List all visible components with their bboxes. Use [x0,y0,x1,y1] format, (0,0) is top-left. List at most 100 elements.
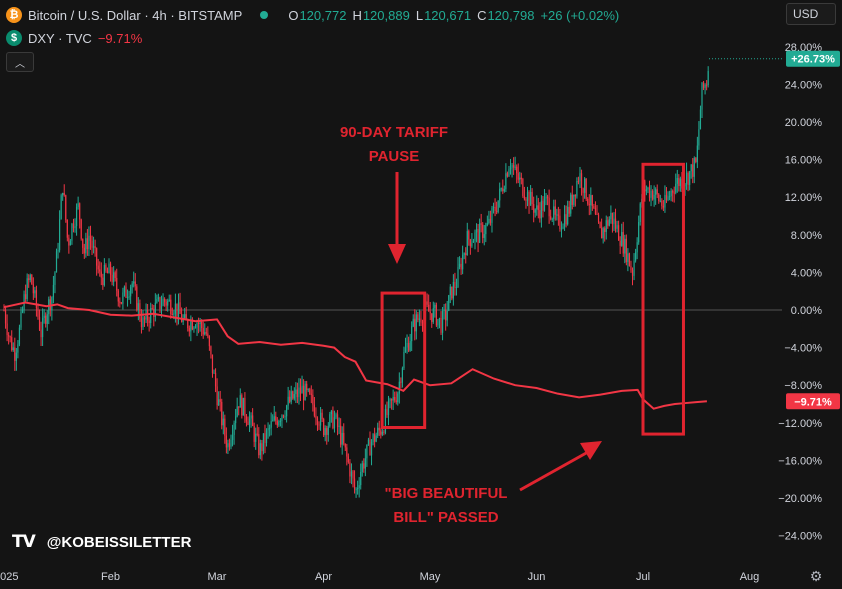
btc-candle [326,428,328,435]
bitcoin-icon: ₿ [6,7,22,23]
btc-candle [557,214,559,216]
btc-candle [695,158,697,162]
btc-candle [100,271,102,278]
btc-candle [57,250,59,252]
btc-candle [211,354,214,374]
btc-candle [638,221,640,243]
btc-candle [483,234,485,238]
btc-candle [77,203,79,207]
btc-candle [525,199,527,201]
btc-candle [681,178,683,189]
btc-candle [282,415,285,417]
currency-selector[interactable]: USD [786,3,836,25]
btc-candle [194,327,197,329]
btc-candle [37,307,39,318]
btc-candle [347,456,349,463]
btc-candle [352,471,354,479]
btc-candle [648,187,651,198]
btc-candle [539,210,541,219]
btc-candle [106,270,109,274]
btc-candle [310,393,312,395]
btc-candle [176,303,178,317]
btc-candle [230,439,232,447]
btc-candle [222,418,224,426]
btc-candle [167,300,169,306]
btc-candle [647,187,649,190]
btc-candle [177,302,180,317]
btc-candle [556,214,558,216]
btc-candle [361,463,363,473]
btc-candle [380,430,382,435]
btc-candle [375,435,377,442]
btc-candle [65,195,67,220]
btc-candle [184,314,186,319]
y-tick-label: 24.00% [785,79,823,91]
watermark-handle: @KOBEISSILETTER [46,533,192,551]
btc-candle [79,203,81,220]
btc-candle [153,308,155,317]
btc-candle [471,242,473,247]
btc-candle [287,396,289,406]
btc-candle [275,416,277,421]
btc-candle [542,200,544,211]
btc-candle [451,286,453,299]
btc-candle [706,84,708,86]
btc-candle [11,337,13,351]
btc-candle [594,208,597,214]
btc-candle [384,409,387,433]
btc-candle [265,430,268,443]
btc-candle [109,263,112,275]
btc-candle [31,274,33,285]
btc-candle [406,342,408,348]
btc-candle [543,198,546,211]
btc-candle [398,381,400,394]
btc-candle [496,210,498,212]
btc-candle [631,270,634,276]
btc-candle [54,272,56,285]
btc-candle [449,286,451,296]
btc-candle [367,439,370,445]
btc-candle [488,218,490,224]
dxy-line-layer [3,301,707,410]
btc-candle [486,223,488,226]
btc-candle [43,315,45,318]
btc-candle [86,238,88,250]
compare-series-change: −9.71% [97,30,143,46]
btc-candle [696,145,698,162]
btc-candle [514,166,516,168]
legend-main-series[interactable]: ₿ Bitcoin / U.S. Dollar · 4h · BITSTAMP … [6,5,625,25]
btc-candle [560,228,563,230]
settings-icon[interactable]: ⚙ [809,567,823,584]
btc-candle [634,252,637,261]
y-tick-label: −4.00% [784,343,822,355]
btc-candle [315,415,317,419]
btc-candle [401,368,404,383]
btc-candle [534,209,536,213]
btc-candle [639,203,641,222]
btc-candle [412,318,414,327]
btc-candle [235,416,237,424]
btc-candle [25,294,27,300]
btc-candle [136,286,138,311]
btc-candle [204,332,206,335]
btc-candle [574,194,576,197]
btc-candle [607,220,609,226]
legend-compare-series[interactable]: $ DXY · TVC −9.71% [6,28,625,48]
tariff-pause-label: PAUSE [369,148,420,165]
btc-candle [210,346,212,355]
btc-candle [455,287,458,289]
btc-candle [139,303,141,319]
btc-candle [466,231,468,256]
btc-candle [295,389,297,395]
btc-candle [661,200,663,206]
collapse-legend-button[interactable]: ︿ [6,52,34,72]
btc-candle [269,427,271,429]
btc-candle [582,188,584,193]
btc-candle [667,196,669,200]
btc-candle [111,274,113,283]
btc-candle [545,196,547,199]
btc-candle [554,206,556,215]
btc-candle [363,463,365,469]
btc-candle [571,194,573,205]
